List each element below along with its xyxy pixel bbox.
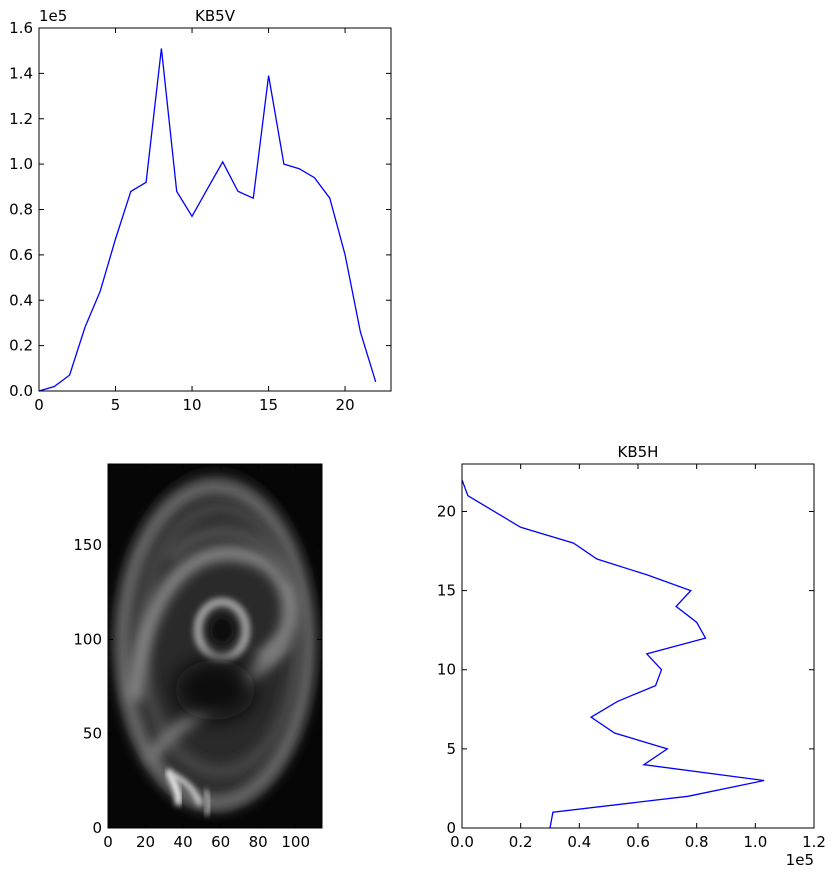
x-tick-label: 0.8 [685, 833, 709, 851]
x-tick-label: 0 [34, 396, 44, 414]
series-points [39, 48, 376, 391]
x-tick-label: 0.4 [567, 833, 591, 851]
y-tick-label: 0.4 [9, 291, 33, 309]
x-tick-label: 0.2 [509, 833, 533, 851]
x-tick-label: 0 [103, 833, 113, 851]
tick-labels: 0.0 0.2 0.4 0.6 0.8 1.0 1.2 0 5 10 15 20 [437, 502, 826, 851]
y-offset-label: 1e5 [39, 7, 67, 25]
plot-frame [38, 27, 392, 392]
y-tick-label: 1.2 [9, 110, 33, 128]
x-tick-label: 40 [174, 833, 193, 851]
y-tick-label: 1.4 [9, 64, 33, 82]
y-tick-label: 20 [437, 502, 456, 520]
x-tick-label: 0.6 [626, 833, 650, 851]
y-tick-label: 0.6 [9, 246, 33, 264]
x-tick-label: 15 [259, 396, 278, 414]
chart-title: KB5H [618, 443, 659, 461]
x-tick-label: 1.2 [802, 833, 826, 851]
axis-ticks [107, 464, 322, 829]
series-line [461, 479, 765, 829]
chart-title: KB5V [195, 7, 236, 25]
x-tick-label: 0.0 [450, 833, 474, 851]
x-tick-label: 80 [249, 833, 268, 851]
y-tick-label: 0 [446, 819, 456, 837]
x-tick-label: 60 [211, 833, 230, 851]
x-offset-label: 1e5 [786, 851, 814, 869]
y-tick-label: 5 [446, 740, 456, 758]
y-tick-label: 0.8 [9, 201, 33, 219]
x-tick-label: 10 [182, 396, 201, 414]
chart-kb5h: KB5H 1e5 0.0 0.2 0.4 0.6 0.8 1.0 1.2 0 5 10 15 20 [437, 443, 826, 869]
tick-labels: 0 5 10 15 20 0.0 0.2 0.4 0.6 0.8 1.0 1.2 1.4 1.6 [9, 19, 354, 414]
y-tick-label: 15 [437, 582, 456, 600]
chart-kb5v: KB5V 1e5 0 5 10 15 20 0.0 0.2 0.4 0.6 0.8 1.0 1.2 1.… [9, 7, 392, 414]
axis-ticks [461, 464, 815, 829]
y-tick-label: 10 [437, 661, 456, 679]
axis-ticks [38, 27, 391, 392]
y-tick-label: 0.0 [9, 382, 33, 400]
y-tick-label: 0.2 [9, 337, 33, 355]
x-tick-label: 5 [111, 396, 121, 414]
series-line [38, 48, 377, 392]
image-panel: 0 20 40 60 80 100 0 50 100 150 [73, 463, 323, 851]
x-tick-label: 1.0 [743, 833, 767, 851]
x-tick-label: 20 [136, 833, 155, 851]
y-tick-label: 150 [73, 536, 102, 554]
y-tick-label: 1.0 [9, 155, 33, 173]
series-points [462, 480, 764, 828]
y-tick-label: 0 [92, 819, 102, 837]
y-tick-label: 50 [83, 725, 102, 743]
grayscale-image [108, 464, 322, 828]
image-frame [107, 463, 323, 829]
x-tick-label: 100 [281, 833, 310, 851]
tick-labels: 0 20 40 60 80 100 0 50 100 150 [73, 536, 310, 851]
x-tick-label: 20 [336, 396, 355, 414]
plot-frame [461, 463, 815, 829]
y-tick-label: 1.6 [9, 19, 33, 37]
y-tick-label: 100 [73, 630, 102, 648]
